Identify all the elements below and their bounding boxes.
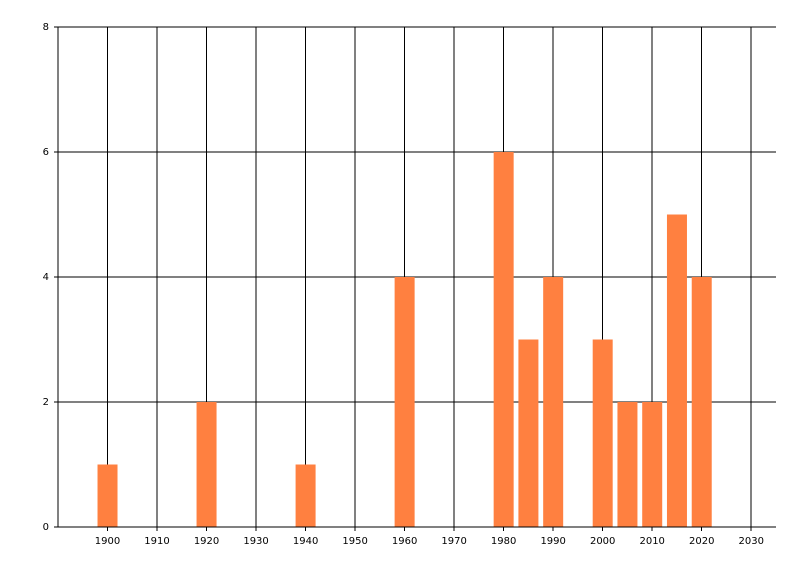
bar [394,277,415,527]
bar [543,277,564,527]
x-tick-label: 1960 [392,536,417,547]
x-tick-label: 1900 [95,536,120,547]
x-tick-label: 2020 [689,536,714,547]
bar [295,464,316,527]
x-tick-label: 1990 [540,536,565,547]
bar [518,339,539,527]
x-tick-label: 1970 [441,536,466,547]
bar [196,402,217,527]
y-tick-label: 2 [43,397,49,408]
bar [617,402,638,527]
y-tick-label: 8 [43,22,49,33]
x-tick-label: 1980 [491,536,516,547]
x-tick-label: 2030 [739,536,764,547]
x-tick-label: 1910 [144,536,169,547]
y-tick-label: 6 [43,147,49,158]
bar [666,214,687,527]
bar [691,277,712,527]
bar [493,152,514,527]
x-tick-label: 1950 [342,536,367,547]
y-tick-label: 0 [43,522,49,533]
bar [592,339,613,527]
x-tick-label: 1920 [194,536,219,547]
x-tick-label: 2010 [639,536,664,547]
bar [642,402,663,527]
x-tick-label: 1940 [293,536,318,547]
x-tick-label: 1930 [243,536,268,547]
bar [97,464,118,527]
y-tick-label: 4 [43,272,49,283]
x-tick-label: 2000 [590,536,615,547]
